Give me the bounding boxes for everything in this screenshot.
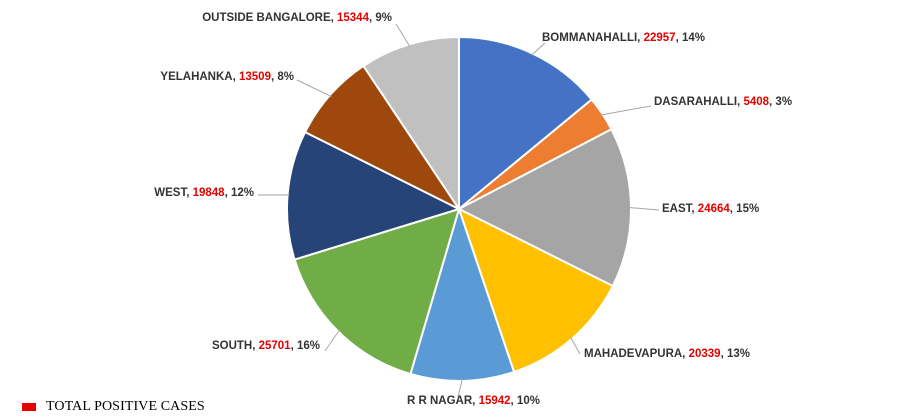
data-label-value: 15942 xyxy=(479,395,511,407)
data-label-category: BOMMANAHALLI, xyxy=(542,32,644,44)
data-label-category: R R NAGAR, xyxy=(407,395,479,407)
data-label-category: OUTSIDE BANGALORE, xyxy=(202,12,337,24)
data-label-category: SOUTH, xyxy=(212,340,259,352)
pie-slices xyxy=(286,36,632,382)
data-label: EAST, 24664, 15% xyxy=(662,203,759,215)
data-label-value: 25701 xyxy=(259,340,292,352)
leader-line xyxy=(600,105,652,116)
data-label-category: WEST, xyxy=(154,187,192,199)
data-label-percent: , 16% xyxy=(291,340,320,352)
data-label-percent: , 12% xyxy=(225,187,254,199)
leader-line xyxy=(570,336,581,355)
data-label-value: 15344 xyxy=(337,12,370,24)
data-label: R R NAGAR, 15942, 10% xyxy=(407,395,540,407)
data-label-category: EAST, xyxy=(662,203,698,215)
data-label-value: 24664 xyxy=(698,203,731,215)
data-label: BOMMANAHALLI, 22957, 14% xyxy=(542,32,705,44)
data-label-percent: , 14% xyxy=(676,32,705,44)
data-label-value: 20339 xyxy=(689,348,721,360)
data-label-percent: , 3% xyxy=(769,96,792,108)
pie-slice-yelahanka xyxy=(304,64,460,210)
data-labels: BOMMANAHALLI, 22957, 14% DASARAHALLI, 540… xyxy=(154,12,792,407)
data-label-percent: , 15% xyxy=(730,203,759,215)
data-label-category: YELAHANKA, xyxy=(160,71,239,83)
data-label-value: 5408 xyxy=(743,96,769,108)
data-label: YELAHANKA, 13509, 8% xyxy=(160,71,294,83)
data-label-percent: , 8% xyxy=(271,71,294,83)
pie-slice-bommanahalli xyxy=(458,36,593,210)
data-label: SOUTH, 25701, 16% xyxy=(212,340,320,352)
data-label: DASARAHALLI, 5408, 3% xyxy=(654,96,792,108)
data-label: MAHADEVAPURA, 20339, 13% xyxy=(584,348,750,360)
data-label-value: 13509 xyxy=(239,71,271,83)
leader-line xyxy=(531,42,546,56)
data-label-category: MAHADEVAPURA, xyxy=(584,348,689,360)
legend-swatch xyxy=(22,403,36,411)
legend-label: TOTAL POSITIVE CASES xyxy=(46,399,205,414)
data-label-category: DASARAHALLI, xyxy=(654,96,743,108)
data-label-value: 19848 xyxy=(193,187,226,199)
data-label-percent: , 10% xyxy=(511,395,540,407)
data-label-value: 22957 xyxy=(644,32,676,44)
leader-line xyxy=(395,23,411,47)
data-label: OUTSIDE BANGALORE, 15344, 9% xyxy=(202,12,392,24)
leader-line xyxy=(457,378,463,398)
leader-lines xyxy=(258,23,660,398)
leader-line xyxy=(324,329,340,352)
legend: TOTAL POSITIVE CASES xyxy=(22,399,205,415)
leader-line xyxy=(296,79,332,98)
data-label: WEST, 19848, 12% xyxy=(154,187,254,199)
leader-line xyxy=(628,207,660,211)
data-label-percent: , 9% xyxy=(369,12,392,24)
data-label-percent: , 13% xyxy=(721,348,750,360)
